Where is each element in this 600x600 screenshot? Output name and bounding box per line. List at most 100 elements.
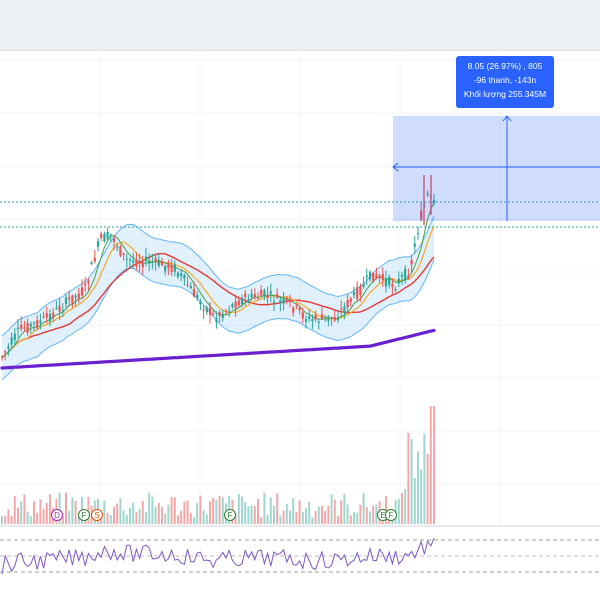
- volume-bar: [161, 506, 163, 524]
- volume-bar: [1, 516, 3, 524]
- volume-bar: [407, 432, 410, 524]
- tooltip-price-change: 8.05 (26.97%) , 805: [467, 61, 543, 71]
- candle-body: [80, 287, 84, 296]
- volume-bar: [145, 512, 147, 524]
- candle-body: [212, 313, 215, 315]
- volume-bar: [404, 489, 407, 524]
- volume-bar: [372, 505, 375, 524]
- candle-body: [288, 299, 292, 303]
- volume-bar: [177, 515, 179, 524]
- candle-body: [4, 351, 7, 353]
- candle-body: [96, 241, 100, 247]
- candle-body: [388, 276, 391, 285]
- volume-bar: [23, 494, 26, 524]
- candle-body: [141, 261, 144, 268]
- volume-bar: [273, 505, 275, 524]
- candlesticks: [0, 175, 436, 361]
- event-marker-f2-label: F: [227, 511, 233, 520]
- volume-bar: [266, 514, 269, 524]
- candle-body: [157, 259, 160, 267]
- candle-body: [26, 323, 29, 333]
- event-marker-f3[interactable]: F: [385, 509, 397, 521]
- volume-bar: [151, 496, 154, 524]
- volume-bar: [164, 513, 167, 524]
- volume-bar: [157, 502, 160, 524]
- candle-body: [304, 319, 308, 322]
- volume-bar: [212, 497, 215, 524]
- tooltip-volume: Khối lượng 255.345M: [463, 89, 547, 99]
- candle-body: [20, 324, 23, 329]
- volume-bar: [279, 515, 282, 524]
- candle-body: [16, 327, 20, 330]
- candle-body: [196, 294, 199, 298]
- candle-body: [298, 307, 301, 311]
- candle-body: [365, 275, 368, 278]
- candle-body: [394, 289, 397, 291]
- volume-bar: [193, 517, 195, 524]
- volume-bar: [125, 514, 128, 524]
- bollinger-upper-line: [1, 215, 435, 337]
- event-marker-f1[interactable]: F: [78, 509, 90, 521]
- candle-body: [359, 286, 362, 295]
- volume-bar: [4, 515, 7, 524]
- event-marker-d[interactable]: D: [51, 509, 63, 521]
- candle-body: [372, 273, 375, 282]
- candle-body: [135, 260, 138, 267]
- candle-body: [416, 232, 420, 235]
- candle-body: [413, 243, 416, 247]
- event-marker-f2[interactable]: F: [224, 509, 236, 521]
- volume-bar: [20, 501, 23, 524]
- volume-bar: [423, 433, 426, 524]
- candle-body: [336, 318, 340, 321]
- candle-body: [295, 304, 298, 306]
- volume-bar: [65, 492, 67, 524]
- volume-bar: [337, 516, 339, 524]
- volume-bar: [109, 514, 112, 524]
- volume-bar: [215, 500, 218, 524]
- candle-body: [356, 287, 359, 299]
- volume-bar: [311, 517, 314, 524]
- candle-body: [138, 261, 141, 264]
- candle-body: [279, 299, 282, 303]
- candle-body: [87, 280, 90, 284]
- volume-bar: [170, 497, 173, 524]
- volume-bar: [356, 512, 359, 524]
- candle-body: [311, 318, 314, 322]
- candle-body: [308, 316, 311, 319]
- candle-body: [42, 316, 45, 318]
- volume-bars: [1, 406, 435, 524]
- volume-bar: [129, 507, 131, 524]
- volume-bar: [340, 500, 343, 524]
- volume-bar: [189, 513, 192, 524]
- candle-body: [420, 210, 423, 220]
- candle-body: [202, 309, 205, 311]
- rsi-line: [1, 538, 435, 575]
- candle-body: [218, 312, 221, 316]
- volume-bar: [330, 494, 333, 524]
- volume-bar: [186, 500, 189, 524]
- candle-body: [112, 238, 116, 242]
- volume-bar: [218, 495, 221, 524]
- volume-bar: [247, 506, 250, 524]
- volume-bar: [362, 492, 365, 524]
- candle-body: [269, 291, 272, 294]
- candle-body: [244, 293, 247, 298]
- candle-body: [64, 297, 68, 304]
- volume-bar: [17, 507, 19, 524]
- volume-bar: [417, 451, 419, 524]
- volume-bar: [397, 498, 400, 524]
- event-marker-e-label: E: [380, 511, 386, 520]
- volume-bar: [116, 503, 119, 524]
- candle-body: [256, 297, 260, 299]
- candle-body: [346, 299, 349, 308]
- event-marker-d-label: D: [54, 511, 60, 520]
- candle-body: [55, 307, 58, 309]
- candle-body: [173, 264, 176, 272]
- volume-bar: [241, 496, 243, 524]
- volume-bar: [13, 496, 16, 524]
- event-marker-s[interactable]: S: [91, 509, 103, 521]
- candle-body: [410, 260, 413, 265]
- candle-body: [125, 258, 128, 260]
- measure-range-box: [393, 116, 600, 221]
- candle-body: [29, 323, 32, 327]
